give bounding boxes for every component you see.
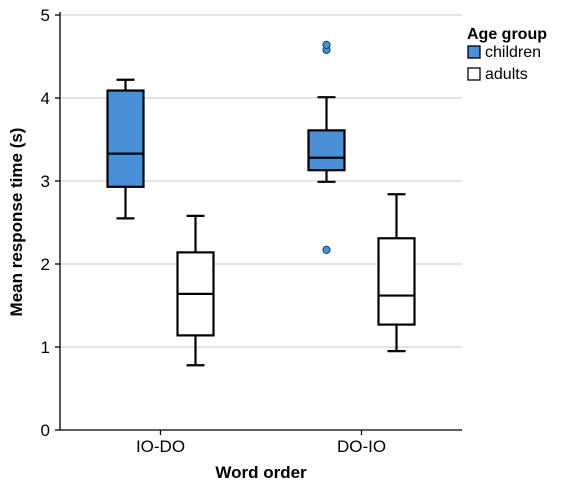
outlier-point — [322, 40, 331, 49]
boxes — [106, 40, 416, 367]
box-iqr — [377, 237, 416, 326]
box-adults-DO-IO — [377, 193, 416, 353]
box-children-DO-IO — [307, 40, 346, 254]
box-adults-IO-DO — [176, 214, 215, 367]
y-tick-label: 5 — [41, 6, 50, 25]
y-tick-label: 1 — [41, 338, 50, 357]
box-children-IO-DO — [106, 78, 145, 220]
y-tick-label: 0 — [41, 421, 50, 440]
box-iqr — [106, 89, 145, 188]
legend-label-adults: adults — [485, 66, 528, 83]
legend-swatch-children — [467, 45, 481, 59]
legend-title: Age group — [467, 26, 547, 43]
legend-swatch-adults — [467, 67, 481, 81]
legend-label-children: children — [485, 44, 541, 61]
axes — [59, 12, 462, 431]
y-tick-label: 3 — [41, 172, 50, 191]
y-axis-title: Mean response time (s) — [7, 128, 26, 317]
legend: Age group children adults — [467, 26, 547, 83]
y-tick-label: 4 — [41, 89, 50, 108]
x-tick-label: DO-IO — [337, 437, 386, 456]
x-axis-title: Word order — [215, 463, 307, 482]
box-iqr — [307, 129, 346, 172]
outlier-point — [322, 245, 331, 254]
x-tick-label: IO-DO — [136, 437, 185, 456]
x-tick-labels: IO-DO DO-IO — [136, 430, 386, 456]
y-tick-labels: 0 1 2 3 4 5 — [41, 6, 60, 440]
y-tick-label: 2 — [41, 255, 50, 274]
